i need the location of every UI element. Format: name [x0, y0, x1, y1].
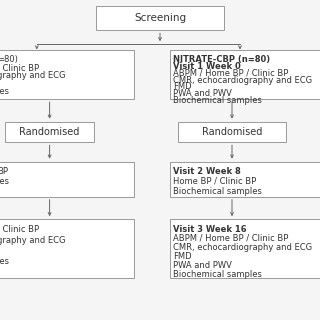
FancyBboxPatch shape	[5, 122, 94, 142]
Text: Visit 1 Week 0: Visit 1 Week 0	[173, 62, 241, 71]
FancyBboxPatch shape	[96, 6, 224, 30]
Text: Screening: Screening	[134, 13, 186, 23]
Text: FMD: FMD	[173, 82, 191, 91]
Text: les: les	[0, 87, 9, 96]
Text: Biochemical samples: Biochemical samples	[173, 96, 262, 105]
FancyBboxPatch shape	[0, 219, 134, 278]
Text: ABPM / Home BP / Clinic BP: ABPM / Home BP / Clinic BP	[173, 69, 288, 78]
Text: BP: BP	[0, 167, 8, 176]
Text: graphy and ECG: graphy and ECG	[0, 71, 65, 80]
Text: / Clinic BP: / Clinic BP	[0, 63, 39, 72]
Text: FMD: FMD	[173, 252, 191, 261]
FancyBboxPatch shape	[178, 122, 286, 142]
Text: / Clinic BP: / Clinic BP	[0, 225, 39, 234]
Text: Biochemical samples: Biochemical samples	[173, 270, 262, 279]
Text: PWA and PWV: PWA and PWV	[173, 89, 232, 98]
Text: ABPM / Home BP / Clinic BP: ABPM / Home BP / Clinic BP	[173, 234, 288, 243]
Text: CMR, echocardiography and ECG: CMR, echocardiography and ECG	[173, 243, 312, 252]
Text: Biochemical samples: Biochemical samples	[173, 187, 262, 196]
FancyBboxPatch shape	[0, 162, 134, 197]
Text: graphy and ECG: graphy and ECG	[0, 236, 65, 244]
Text: Visit 3 Week 16: Visit 3 Week 16	[173, 225, 246, 234]
Text: Randomised: Randomised	[20, 127, 80, 137]
Text: PWA and PWV: PWA and PWV	[173, 261, 232, 270]
FancyBboxPatch shape	[170, 162, 320, 197]
FancyBboxPatch shape	[170, 219, 320, 278]
Text: Randomised: Randomised	[202, 127, 262, 137]
Text: Visit 2 Week 8: Visit 2 Week 8	[173, 167, 241, 176]
Text: CMR, echocardiography and ECG: CMR, echocardiography and ECG	[173, 76, 312, 84]
Text: les: les	[0, 177, 9, 186]
FancyBboxPatch shape	[170, 50, 320, 99]
FancyBboxPatch shape	[0, 50, 134, 99]
Text: Home BP / Clinic BP: Home BP / Clinic BP	[173, 177, 256, 186]
Text: =80): =80)	[0, 55, 18, 64]
Text: NITRATE-CBP (n=80): NITRATE-CBP (n=80)	[173, 55, 270, 64]
Text: les: les	[0, 257, 9, 266]
